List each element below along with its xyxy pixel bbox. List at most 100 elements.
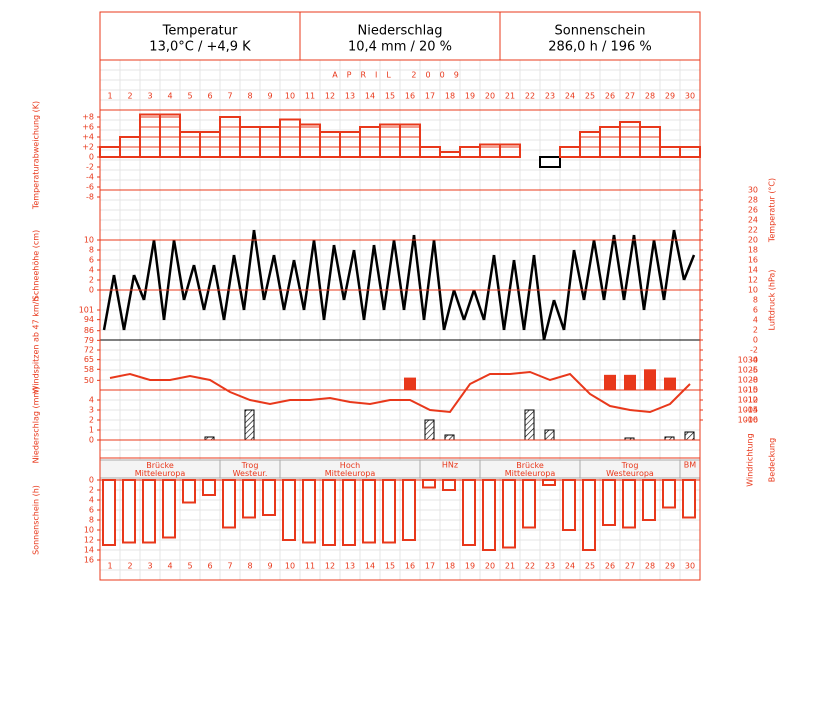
y-tick-label: -14	[745, 406, 758, 415]
temperature-line	[272, 254, 286, 311]
y-tick-label: 4	[89, 496, 94, 505]
temperature-line	[492, 254, 506, 331]
y-tick-label: 79	[84, 336, 94, 345]
day-label: 6	[207, 562, 212, 571]
y-tick-label: 24	[748, 216, 758, 225]
day-label: 11	[305, 562, 315, 571]
day-label: 17	[425, 92, 435, 101]
y-tick-label: 101	[79, 306, 94, 315]
anomaly-bar	[679, 146, 701, 158]
anomaly-bar	[139, 113, 161, 158]
day-label: 16	[405, 562, 415, 571]
day-label: 14	[365, 92, 375, 101]
sunshine-bar	[102, 479, 116, 546]
y-axis-title: Temperatur (°C)	[768, 178, 777, 243]
y-tick-label: 1010	[738, 396, 758, 405]
y-tick-label: 16	[84, 556, 94, 565]
y-axis-title: Luftdruck (hPa)	[768, 270, 777, 331]
day-label: 23	[545, 92, 555, 101]
y-tick-label: 72	[84, 346, 94, 355]
precip-bar	[424, 419, 435, 441]
anomaly-bar	[419, 146, 441, 158]
temperature-line	[382, 239, 396, 311]
temperature-line	[442, 289, 456, 331]
y-tick-label: 4	[89, 266, 94, 275]
day-label: 30	[685, 92, 695, 101]
day-label: 22	[525, 92, 535, 101]
day-label: 16	[405, 92, 415, 101]
temperature-line	[372, 244, 386, 311]
y-tick-label: 16	[748, 256, 758, 265]
day-label: 10	[285, 562, 295, 571]
y-tick-label: 50	[84, 376, 94, 385]
y-tick-label: 18	[748, 246, 758, 255]
y-axis-title: Schneehöhe (cm)	[32, 230, 41, 300]
day-label: 21	[505, 92, 515, 101]
y-axis-title: Temperaturabweichung (K)	[32, 101, 41, 210]
day-label: 3	[147, 92, 152, 101]
day-label: 13	[345, 92, 355, 101]
header-title: Sonnenschein	[555, 24, 646, 39]
frame	[99, 11, 701, 581]
sunshine-bar	[542, 479, 556, 486]
day-label: 22	[525, 562, 535, 571]
temperature-line	[672, 229, 686, 281]
y-tick-label: 0	[753, 336, 758, 345]
wind-bar	[644, 369, 656, 390]
temperature-line	[302, 239, 316, 311]
sunshine-bar	[682, 479, 696, 519]
temperature-line	[512, 259, 526, 331]
day-label: 9	[267, 92, 272, 101]
sunshine-bar	[662, 479, 676, 509]
y-tick-label: 26	[748, 206, 758, 215]
y-tick-label: 4	[753, 316, 758, 325]
weather-type-label: Brücke Mitteleuropa	[135, 461, 186, 478]
temperature-line	[392, 239, 406, 311]
anomaly-bar	[479, 143, 501, 158]
y-tick-label: 12	[748, 276, 758, 285]
day-label: 26	[605, 92, 615, 101]
wind-bar	[604, 374, 616, 390]
sunshine-bar	[562, 479, 576, 531]
anomaly-bar	[199, 131, 221, 158]
anomaly-bar	[559, 146, 581, 158]
temperature-line	[182, 264, 196, 301]
day-label: 8	[247, 562, 252, 571]
sunshine-bar	[282, 479, 296, 541]
weather-type-label: Brücke Mitteleuropa	[505, 461, 556, 478]
anomaly-bar	[159, 113, 181, 158]
sunshine-bar	[362, 479, 376, 544]
y-tick-label: 2	[753, 326, 758, 335]
y-tick-label: +4	[82, 133, 94, 142]
anomaly-bar	[659, 146, 681, 158]
sunshine-bar	[522, 479, 536, 529]
anomaly-bar	[499, 143, 521, 158]
y-tick-label: 3	[89, 406, 94, 415]
day-label: 10	[285, 92, 295, 101]
temperature-line	[322, 244, 336, 321]
day-label: 12	[325, 562, 335, 571]
sunshine-bar	[602, 479, 616, 526]
y-tick-label: 86	[84, 326, 94, 335]
precip-bar	[244, 409, 255, 441]
anomaly-bar	[299, 123, 321, 158]
day-label: 11	[305, 92, 315, 101]
day-label: 15	[385, 92, 395, 101]
precip-bar	[544, 429, 555, 441]
y-tick-label: 1015	[738, 386, 758, 395]
y-tick-label: 0	[89, 476, 94, 485]
anomaly-bar	[579, 131, 601, 158]
y-tick-label: 10	[748, 286, 758, 295]
temperature-line	[252, 229, 266, 301]
precip-bar	[524, 409, 535, 441]
temperature-line	[622, 234, 636, 301]
temperature-line	[242, 229, 256, 311]
pressure-line	[109, 370, 691, 414]
day-label: 26	[605, 562, 615, 571]
temperature-line	[602, 234, 616, 301]
y-tick-label: 14	[748, 266, 758, 275]
y-tick-label: 8	[753, 296, 758, 305]
sunshine-bar	[222, 479, 236, 529]
sunshine-bar	[262, 479, 276, 516]
day-label: 1	[107, 562, 112, 571]
